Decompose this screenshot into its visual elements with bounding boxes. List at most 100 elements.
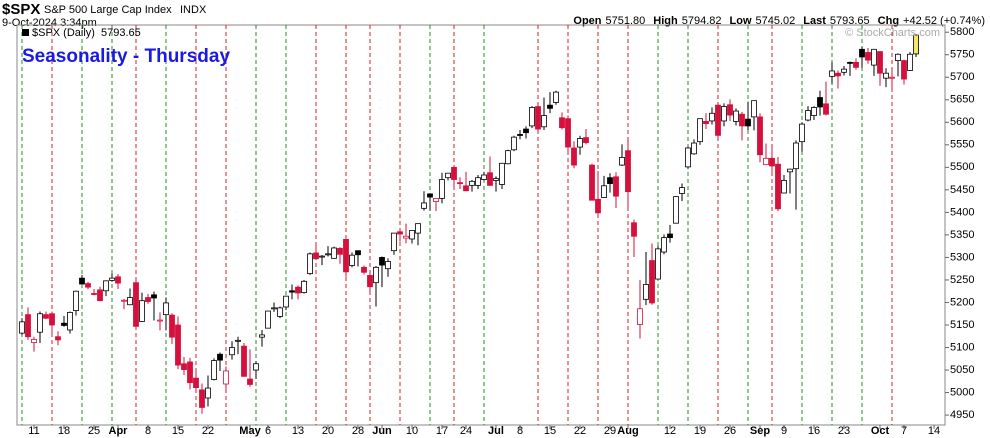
x-tick-label: 26 [724, 425, 736, 437]
legend: $SPX (Daily) 5793.65 [22, 27, 141, 39]
candle-body [535, 106, 541, 130]
candle-body [859, 48, 865, 58]
quote-label: Open [573, 15, 601, 27]
x-tick-label: 22 [574, 425, 586, 437]
candle-body [901, 60, 907, 80]
candle-body [19, 321, 25, 334]
candle-body [187, 361, 193, 384]
candle-body [487, 172, 493, 186]
quote-value: 5745.02 [756, 15, 796, 27]
candle-body [373, 266, 379, 284]
candle-body [91, 293, 97, 295]
candle-body [139, 300, 145, 322]
candle-body [475, 177, 481, 186]
x-tick-label: 13 [292, 425, 304, 437]
candle-body [355, 250, 361, 256]
y-tick-label: 5500 [950, 161, 974, 173]
candle-body [421, 202, 427, 209]
candle-body [865, 52, 871, 61]
legend-name: $SPX (Daily) [32, 27, 95, 39]
candle-body [799, 123, 805, 143]
candle-body [319, 255, 325, 258]
y-tick-label: 5400 [950, 206, 974, 218]
y-tick-label: 5800 [950, 26, 974, 38]
x-tick-label: 15 [172, 425, 184, 437]
candle-body [745, 118, 751, 127]
x-tick-label: 12 [664, 425, 676, 437]
candle-body [313, 252, 319, 260]
candle-body [223, 370, 229, 385]
candle-body [847, 61, 853, 64]
quote-label: High [653, 15, 678, 27]
candle-body [361, 266, 367, 273]
candle-body [913, 34, 919, 55]
candle-body [241, 345, 247, 377]
candle-body [445, 172, 451, 179]
x-tick-label: Aug [617, 425, 638, 437]
x-tick-label: 7 [901, 425, 907, 437]
candle-body [739, 113, 745, 127]
candle-body [181, 363, 187, 370]
candle-body [151, 294, 157, 299]
candle-body [547, 104, 553, 109]
candle-body [787, 168, 793, 173]
candles [19, 34, 919, 414]
y-tick-label: 5650 [950, 94, 974, 106]
y-tick-label: 4950 [950, 409, 974, 421]
candle-body [715, 104, 721, 136]
candle-body [31, 339, 37, 343]
candle-body [97, 289, 103, 302]
candle-body [37, 313, 43, 333]
candle-body [595, 198, 601, 214]
y-tick-label: 5350 [950, 229, 974, 241]
candle-body [523, 128, 529, 134]
candle-body [529, 107, 535, 127]
candle-body [211, 360, 217, 380]
y-tick-label: 5600 [950, 116, 974, 128]
candle-body [157, 319, 163, 322]
quote-value: 5751.80 [606, 15, 646, 27]
candle-body [169, 314, 175, 338]
y-tick-label: 5250 [950, 274, 974, 286]
axes: 4950 5000 5050 5100 5150 5200 5250 5300 5350 5400… [28, 26, 974, 437]
candle-body [199, 389, 205, 408]
candle-body [121, 299, 127, 302]
y-tick-label: 5750 [950, 49, 974, 61]
candle-body [391, 232, 397, 252]
x-tick-label: 14 [928, 425, 940, 437]
candle-body [133, 282, 139, 327]
candle-body [667, 233, 673, 239]
y-tick-label: 5300 [950, 251, 974, 263]
candle-body [409, 230, 415, 240]
candle-body [247, 378, 253, 385]
y-tick-label: 5150 [950, 319, 974, 331]
plot-frame [16, 24, 946, 426]
candle-body [877, 51, 883, 74]
candle-body [109, 277, 115, 281]
timestamp: 9-Oct-2024 3:34pm [2, 17, 97, 29]
candle-body [205, 387, 211, 399]
y-tick-label: 5550 [950, 139, 974, 151]
candle-body [481, 174, 487, 180]
quote-value: 5794.82 [682, 15, 722, 27]
candle-body [511, 136, 517, 151]
candle-body [379, 257, 385, 266]
candle-body [751, 100, 757, 118]
candle-body [601, 185, 607, 198]
candle-body [25, 314, 31, 338]
x-tick-label: 8 [517, 425, 523, 437]
candle-body [49, 313, 55, 326]
candle-body [607, 177, 613, 184]
candle-body [469, 180, 475, 186]
x-tick-label: May [239, 425, 261, 437]
x-tick-label: 6 [265, 425, 271, 437]
quote-label: Chg [878, 15, 899, 27]
x-tick-label: Apr [109, 425, 129, 437]
candle-body [823, 103, 829, 115]
x-tick-label: Sep [750, 425, 770, 437]
candle-body [637, 308, 643, 325]
candle-body [805, 110, 811, 121]
candle-body [871, 48, 877, 66]
quote-label: Low [730, 15, 752, 27]
candle-body [343, 239, 349, 273]
